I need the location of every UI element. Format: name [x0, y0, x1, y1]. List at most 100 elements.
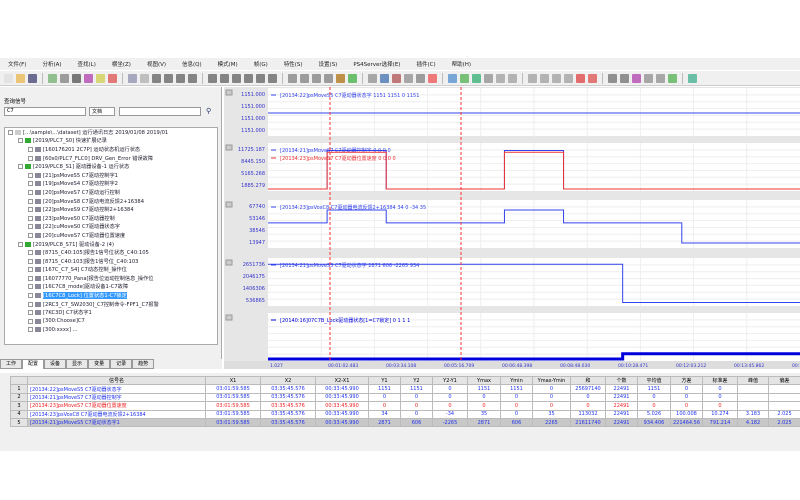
toolbar-button-icon[interactable]	[16, 73, 25, 83]
toolbar-button-icon[interactable]	[576, 73, 585, 83]
column-header[interactable]: Y2	[400, 375, 433, 386]
expand-icon[interactable]	[28, 250, 33, 256]
tree-node[interactable]: [2RC3_C7_SW2030]_C7控制命令-FPF1_C7报警	[5, 300, 217, 309]
toolbar-button-icon[interactable]	[152, 73, 161, 83]
toolbar-button-icon[interactable]	[448, 73, 457, 83]
toolbar-button-icon[interactable]	[72, 73, 81, 83]
menu-item[interactable]: 插件(C)	[416, 62, 436, 68]
tree-node[interactable]: [16C7C8_Lock] 位置状态1-C7锁定	[5, 291, 217, 300]
binoculars-icon[interactable]: ⚲	[206, 107, 212, 115]
toolbar-button-icon[interactable]	[508, 73, 517, 83]
expand-icon[interactable]	[28, 310, 33, 316]
expand-icon[interactable]	[28, 189, 33, 195]
column-header[interactable]: Ymin	[500, 375, 533, 386]
expand-icon[interactable]	[28, 293, 33, 299]
chart-area[interactable]: 1151.000 1151.000 1151.000 1151.000 [20134:2…	[224, 87, 800, 369]
expand-icon[interactable]	[28, 146, 33, 152]
column-header[interactable]: 和	[570, 375, 606, 386]
toolbar-button-icon[interactable]	[288, 73, 297, 83]
filter-input[interactable]	[119, 107, 201, 116]
toolbar-button-icon[interactable]	[128, 73, 137, 83]
expand-icon[interactable]	[28, 224, 33, 230]
toolbar-button-icon[interactable]	[460, 73, 469, 83]
toolbar-button-icon[interactable]	[108, 73, 117, 83]
tree-node[interactable]: [2019/PLC8_S1] 驱动器设备-1 运行状态	[5, 162, 217, 171]
table-row[interactable]: 2 [20134:21]psMoveS7 C7驱动器控制字 03:01:59.585…	[10, 392, 800, 403]
expand-icon[interactable]	[28, 155, 33, 161]
menu-item[interactable]: 查找(L)	[77, 62, 96, 68]
tree-node[interactable]: [8715_C40:103]报告1信号位_C40:103	[5, 257, 217, 266]
toolbar-button-icon[interactable]	[392, 73, 401, 83]
toolbar-button-icon[interactable]	[528, 73, 537, 83]
tree-node[interactable]: [20]psMoveS7 C7驱动运行控制	[5, 188, 217, 197]
toolbar-button-icon[interactable]	[656, 73, 665, 83]
menu-item[interactable]: 横坐(Z)	[111, 62, 131, 68]
tab[interactable]: 显示	[66, 359, 89, 369]
expand-icon[interactable]	[28, 301, 33, 307]
expand-icon[interactable]	[28, 275, 33, 281]
expand-icon[interactable]	[28, 267, 33, 273]
toolbar-button-icon[interactable]	[588, 73, 597, 83]
expand-icon[interactable]	[8, 129, 13, 135]
tree-node[interactable]: [22]psMoveS9 C7驱动控制2+16384	[5, 205, 217, 214]
column-header[interactable]: 信号名	[27, 375, 206, 386]
tree-node[interactable]: [8715_C40:105]报告1信号位状态_C40:105	[5, 248, 217, 257]
toolbar-button-icon[interactable]	[84, 73, 93, 83]
toolbar-button-icon[interactable]	[208, 73, 217, 83]
menu-item[interactable]: 分析(A)	[42, 62, 62, 68]
toolbar-button-icon[interactable]	[176, 73, 185, 83]
toolbar-button-icon[interactable]	[472, 73, 481, 83]
toolbar-button-icon[interactable]	[28, 73, 37, 83]
tree-node[interactable]: [7KC3D] C7状态字1	[5, 308, 217, 317]
tree-node[interactable]: [20]psMoveS8 C7驱动电流反馈2+16384	[5, 197, 217, 206]
tree-node[interactable]: [60s0/PLC7_FLC0] DRV_Gen_Error 错误故障	[5, 154, 217, 163]
toolbar-button-icon[interactable]	[416, 73, 425, 83]
column-header[interactable]: 方差	[670, 375, 703, 386]
table-row[interactable]: 3 [20134:23]psMoveS7 C7驱动器位置速度 03:01:59.58…	[10, 401, 800, 411]
toolbar-button-icon[interactable]	[668, 73, 677, 83]
toolbar-button-icon[interactable]	[608, 73, 617, 83]
expand-icon[interactable]	[18, 138, 23, 144]
tree-node[interactable]: [16C7C8_mode]驱动设备1-C7故障	[5, 283, 217, 292]
table-row[interactable]: 5 [20134:21]psMoveS5 C7驱动状态字1 03:01:59.585…	[10, 417, 800, 428]
tree-node[interactable]: [2019/PLC8_S71] 驱动设备-2 (4)	[5, 240, 217, 249]
type-select[interactable]: 文档	[89, 107, 115, 116]
toolbar-button-icon[interactable]	[404, 73, 413, 83]
tab[interactable]: 记录	[110, 359, 133, 369]
expand-icon[interactable]	[28, 318, 33, 324]
tree-node[interactable]: [23]psMoveS0 C7驱动器控制	[5, 214, 217, 223]
toolbar-button-icon[interactable]	[220, 73, 229, 83]
expand-icon[interactable]	[28, 207, 33, 213]
toolbar-button-icon[interactable]	[644, 73, 653, 83]
menu-item[interactable]: 帧(G)	[253, 62, 268, 68]
expand-icon[interactable]	[28, 327, 33, 333]
toolbar-button-icon[interactable]	[96, 73, 105, 83]
tree-node[interactable]: [...\sample\...\dataset] 运行通讯日志 2019/01/…	[5, 128, 217, 137]
menu-item[interactable]: 视图(V)	[146, 62, 167, 68]
toolbar-button-icon[interactable]	[60, 73, 69, 83]
toolbar-button-icon[interactable]	[4, 73, 13, 83]
tree-node[interactable]: [20]cuMoveS7 C7驱动器位置速度	[5, 231, 217, 240]
column-header[interactable]: 标准差	[702, 375, 738, 386]
expand-icon[interactable]	[28, 172, 33, 178]
expand-icon[interactable]	[28, 258, 33, 264]
toolbar-button-icon[interactable]	[540, 73, 549, 83]
toolbar-button-icon[interactable]	[688, 73, 697, 83]
column-header[interactable]: Ymax-Ymin	[532, 375, 571, 386]
column-header[interactable]: Y1	[368, 375, 401, 386]
expand-icon[interactable]	[28, 284, 33, 290]
column-header[interactable]: X1	[205, 375, 261, 386]
toolbar-button-icon[interactable]	[324, 73, 333, 83]
column-header[interactable]: 峰值	[737, 375, 769, 386]
toolbar-button-icon[interactable]	[188, 73, 197, 83]
toolbar-button-icon[interactable]	[552, 73, 561, 83]
toolbar-button-icon[interactable]	[484, 73, 493, 83]
expand-icon[interactable]	[18, 241, 23, 247]
toolbar-button-icon[interactable]	[48, 73, 57, 83]
menu-item[interactable]: 特性(S)	[283, 62, 303, 68]
tab[interactable]: 变量	[88, 359, 111, 369]
expand-icon[interactable]	[18, 164, 23, 170]
toolbar-button-icon[interactable]	[300, 73, 309, 83]
toolbar-button-icon[interactable]	[336, 73, 345, 83]
toolbar-button-icon[interactable]	[368, 73, 377, 83]
